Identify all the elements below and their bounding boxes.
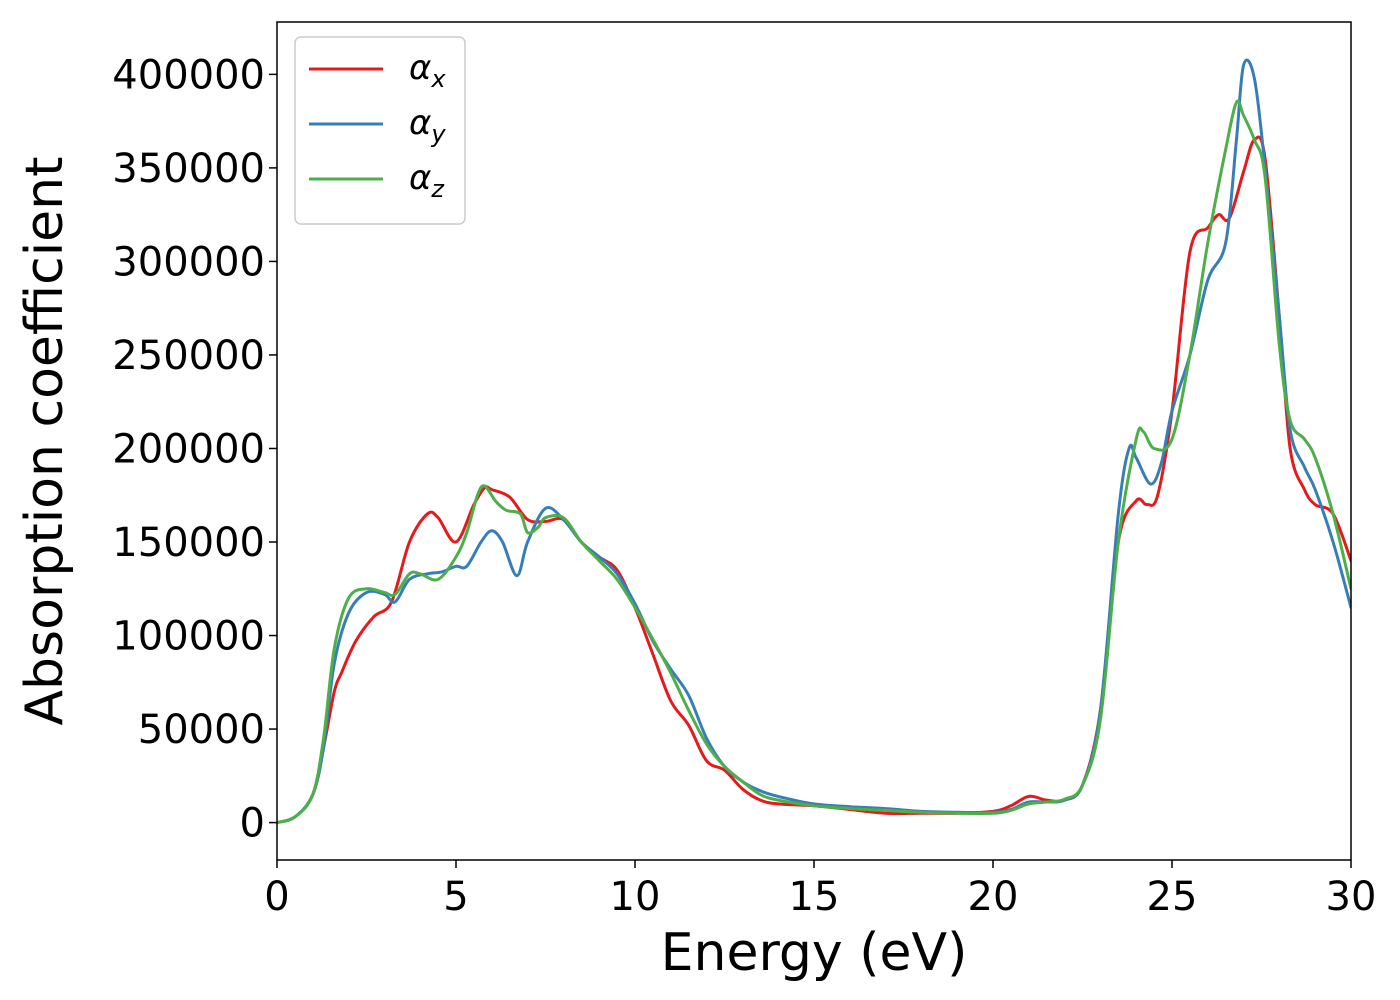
x-tick-label: 25 (1147, 874, 1198, 920)
y-tick-label: 50000 (138, 707, 265, 753)
series-line-z (277, 99, 1351, 825)
x-axis-title: Energy (eV) (661, 923, 968, 983)
legend-box (294, 36, 466, 225)
x-tick-label: 15 (789, 874, 840, 920)
series-layer (277, 58, 1351, 825)
series-line-x (277, 135, 1351, 825)
y-tick-label: 100000 (112, 614, 265, 660)
y-axis-title: Absorption coefficient (15, 156, 75, 725)
x-tick-label: 10 (610, 874, 661, 920)
y-tick-label: 300000 (112, 239, 265, 285)
x-tick-label: 0 (264, 874, 289, 920)
x-tick-label: 30 (1326, 874, 1377, 920)
x-axis-ticks: 0 5 10 15 20 25 30 (264, 860, 1376, 920)
x-tick-label: 5 (443, 874, 468, 920)
y-axis-ticks: 0 50000 100000 150000 200000 250000 300000 3500… (112, 52, 277, 847)
y-tick-label: 0 (240, 801, 265, 847)
y-tick-label: 200000 (112, 426, 265, 472)
y-tick-label: 150000 (112, 520, 265, 566)
x-tick-label: 20 (968, 874, 1019, 920)
y-tick-label: 350000 (112, 146, 265, 192)
y-tick-label: 250000 (112, 333, 265, 379)
series-line-y (277, 58, 1351, 825)
y-tick-label: 400000 (112, 52, 265, 98)
